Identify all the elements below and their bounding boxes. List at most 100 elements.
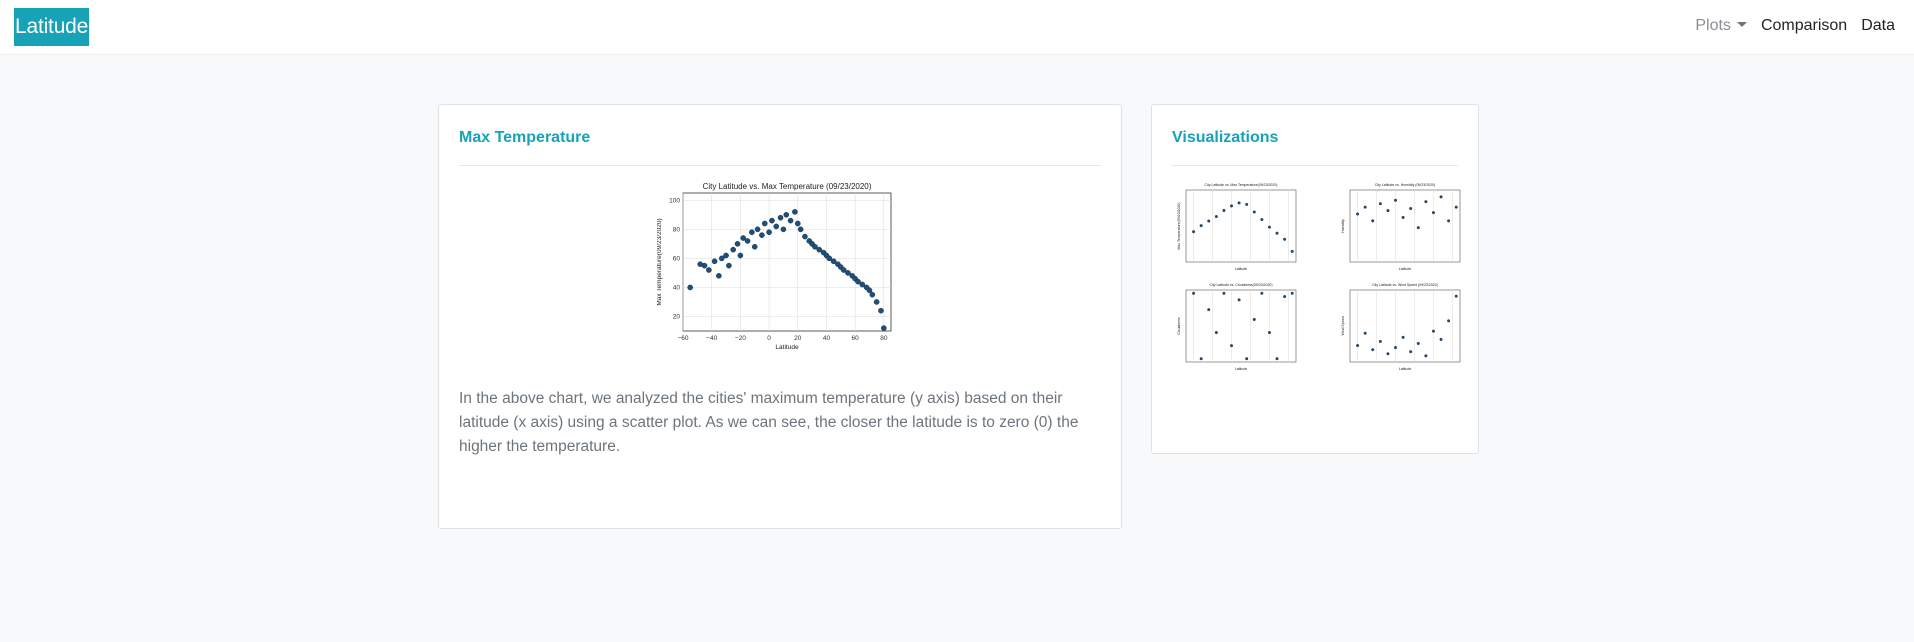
data-point	[794, 220, 801, 227]
data-point	[723, 252, 729, 259]
data-point	[780, 226, 787, 233]
x-axis-label: Latitude	[1235, 367, 1248, 371]
data-point	[1237, 201, 1241, 205]
data-point	[1378, 202, 1382, 206]
nav-plots-dropdown[interactable]: Plots	[1695, 16, 1747, 36]
data-point	[1290, 291, 1294, 295]
chart-title: City Latitude vs. Max Temperature(09/23/…	[1205, 183, 1278, 187]
data-point	[1454, 294, 1458, 298]
data-point	[716, 273, 722, 279]
data-point	[1283, 237, 1287, 241]
data-point	[1260, 218, 1264, 222]
data-point	[1275, 357, 1279, 361]
data-point	[730, 246, 737, 253]
data-point	[1192, 291, 1196, 295]
data-point	[737, 252, 744, 259]
chart-title: City Latitude vs. Humidity (09/23/2020)	[1375, 183, 1435, 187]
x-tick-label: 80	[880, 335, 888, 342]
y-axis-label: Max Temperature(09/23/2020)	[1177, 202, 1181, 249]
data-point	[787, 217, 794, 224]
nav-comparison-link[interactable]: Comparison	[1760, 17, 1848, 34]
chart-description: In the above chart, we analyzed the citi…	[459, 390, 1079, 455]
y-tick-label: 60	[673, 255, 681, 262]
data-point	[1394, 198, 1398, 202]
data-point	[1245, 357, 1249, 361]
thumbnail-wind-speed[interactable]: City Latitude vs. Wind Speed (09/23/2020…	[1336, 282, 1466, 372]
data-point	[816, 246, 823, 253]
card-title: Max Temperature	[459, 129, 591, 146]
visualizations-card: Visualizations City Latitude vs. Max Tem…	[1151, 104, 1479, 454]
y-tick-label: 40	[673, 284, 681, 291]
data-point	[783, 211, 790, 218]
data-point	[1447, 219, 1451, 223]
data-point	[754, 226, 761, 233]
data-point	[830, 258, 837, 265]
data-point	[1371, 219, 1375, 223]
data-point	[873, 299, 880, 305]
data-point	[802, 233, 808, 240]
data-point	[740, 235, 747, 241]
data-point	[1275, 231, 1279, 235]
top-navbar: Latitude Plots Comparison Data	[0, 0, 1914, 54]
y-tick-label: 20	[673, 313, 681, 320]
data-point	[1230, 204, 1234, 208]
plot-area	[1349, 289, 1461, 363]
data-point	[1237, 298, 1241, 302]
data-point	[1416, 226, 1420, 230]
data-point	[734, 241, 741, 247]
y-axis-label: Max Temperature(09/23/2020)	[657, 218, 663, 305]
data-point	[1252, 317, 1256, 321]
data-point	[1290, 249, 1294, 253]
data-point	[1214, 331, 1218, 335]
y-tick-label: 80	[673, 226, 681, 233]
data-point	[726, 262, 732, 269]
data-point	[1371, 348, 1375, 352]
x-tick-label: 0	[767, 335, 771, 342]
plot-area	[1349, 189, 1461, 263]
data-point	[878, 307, 884, 314]
data-point	[1199, 224, 1203, 228]
data-point	[1454, 205, 1458, 209]
data-point	[777, 214, 784, 221]
data-point	[1416, 341, 1420, 345]
x-tick-label: 60	[852, 335, 860, 342]
data-point	[766, 229, 772, 236]
x-tick-label: −60	[677, 335, 688, 342]
x-tick-label: 40	[823, 335, 831, 342]
data-point	[1222, 208, 1226, 212]
data-point	[706, 267, 712, 273]
data-point	[769, 217, 775, 224]
data-point	[1214, 215, 1218, 219]
data-point	[1439, 195, 1443, 199]
data-point	[869, 291, 876, 298]
brand-logo[interactable]: Latitude	[14, 8, 90, 46]
data-point	[1447, 319, 1451, 323]
data-point	[1283, 295, 1287, 299]
data-point	[1245, 202, 1249, 206]
data-point	[840, 267, 847, 273]
data-point	[881, 325, 887, 331]
data-point	[1439, 337, 1443, 341]
data-point	[1401, 335, 1405, 339]
thumbnail-humidity[interactable]: City Latitude vs. Humidity (09/23/2020) L…	[1336, 182, 1466, 272]
x-tick-label: −20	[735, 335, 746, 342]
data-point	[866, 287, 873, 294]
y-axis-label: Wind Speed	[1341, 316, 1345, 335]
thumbnail-max-temperature[interactable]: City Latitude vs. Max Temperature(09/23/…	[1172, 182, 1302, 272]
data-point	[1424, 354, 1428, 358]
chart-title: City Latitude vs. Wind Speed (09/23/2020…	[1372, 283, 1438, 287]
divider	[1172, 165, 1458, 166]
chart-title: City Latitude vs. Max Temperature (09/23…	[703, 182, 872, 191]
data-point	[744, 238, 751, 244]
data-point	[761, 220, 768, 227]
chart-title: City Latitude vs. Cloudiness(09/23/2020)	[1209, 283, 1272, 287]
data-point	[1401, 215, 1405, 219]
data-point	[1192, 230, 1196, 234]
plot-area	[1185, 189, 1297, 263]
thumbnail-cloudiness[interactable]: City Latitude vs. Cloudiness(09/23/2020)…	[1172, 282, 1302, 372]
divider	[459, 165, 1101, 166]
data-point	[792, 209, 798, 215]
data-point	[1394, 346, 1398, 350]
nav-data-link[interactable]: Data	[1861, 17, 1895, 34]
data-point	[1356, 344, 1360, 348]
